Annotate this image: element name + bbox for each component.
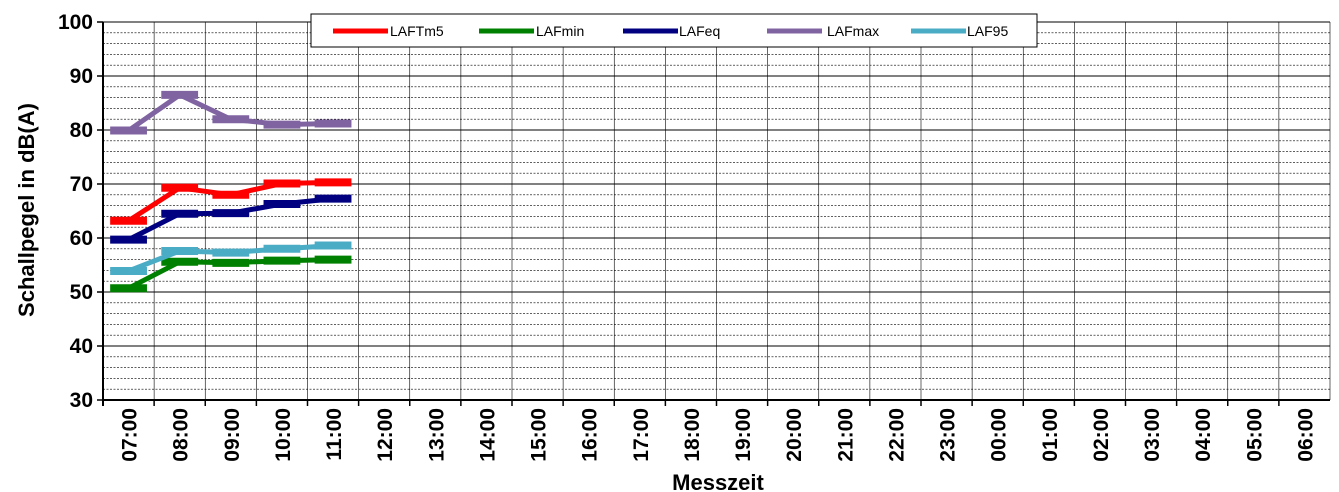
series-line	[127, 92, 334, 133]
axes: 30 40 50 60 70 80 90 100 07:00 08:00 09:00 10:00 11:…	[58, 11, 1330, 462]
x-tick-label: 12:00	[374, 408, 397, 462]
legend-item: LAF95	[911, 23, 1008, 39]
y-tick-label: 90	[70, 65, 93, 88]
x-tick-label: 13:00	[425, 408, 448, 462]
legend-item: LAFmin	[479, 23, 584, 39]
x-tick-label: 11:00	[323, 408, 346, 461]
y-tick-label: 30	[70, 389, 93, 412]
series-lafmin	[110, 255, 352, 293]
grid	[103, 21, 1331, 400]
x-tick-label: 04:00	[1192, 408, 1215, 462]
y-tick-label: 60	[70, 227, 93, 250]
series-lafeq	[110, 194, 352, 244]
x-tick-label: 23:00	[937, 408, 960, 462]
x-tick-label: 22:00	[885, 408, 908, 462]
series-laf95	[110, 241, 352, 275]
y-axis-title: Schallpegel in dB(A)	[14, 103, 39, 317]
x-tick-label: 00:00	[988, 408, 1011, 462]
x-tick-label: 02:00	[1090, 408, 1113, 462]
y-tick-label: 40	[70, 335, 93, 358]
y-tick-label: 80	[70, 119, 93, 142]
x-tick-label: 16:00	[579, 408, 602, 462]
series-line	[127, 196, 334, 242]
x-tick-label: 07:00	[119, 408, 142, 462]
legend-label: LAFmin	[536, 23, 584, 39]
x-tick-label: 17:00	[630, 408, 653, 462]
series-laftm5	[110, 178, 352, 225]
x-tick-label: 01:00	[1039, 408, 1062, 462]
y-tick-label: 50	[70, 281, 93, 304]
x-tick-label: 15:00	[528, 408, 551, 462]
x-tick-label: 06:00	[1294, 408, 1317, 462]
x-tick-label: 08:00	[170, 408, 193, 462]
x-tick-label: 14:00	[476, 408, 499, 462]
legend-item: LAFTm5	[333, 23, 444, 39]
x-tick-label: 18:00	[681, 408, 704, 462]
x-axis-title: Messzeit	[672, 470, 764, 492]
legend: LAFTm5 LAFmin LAFeq LAFmax LAF95	[310, 13, 1038, 48]
legend-label: LAFmax	[827, 23, 879, 39]
x-tick-label: 10:00	[272, 408, 295, 462]
x-tick-label: 21:00	[834, 408, 857, 462]
legend-label: LAFeq	[679, 23, 720, 39]
series-group	[110, 90, 352, 293]
legend-item: LAFeq	[623, 23, 720, 39]
legend-label: LAFTm5	[390, 23, 444, 39]
y-tick-label: 100	[58, 11, 93, 34]
x-tick-label: 09:00	[221, 408, 244, 462]
x-tick-label: 03:00	[1141, 408, 1164, 462]
x-tick-label: 05:00	[1243, 408, 1266, 462]
x-tick-label: 20:00	[783, 408, 806, 462]
series-lafmax	[110, 90, 352, 135]
x-tick-label: 19:00	[732, 408, 755, 462]
legend-label: LAF95	[967, 23, 1008, 39]
y-tick-label: 70	[70, 173, 93, 196]
legend-item: LAFmax	[767, 23, 879, 39]
